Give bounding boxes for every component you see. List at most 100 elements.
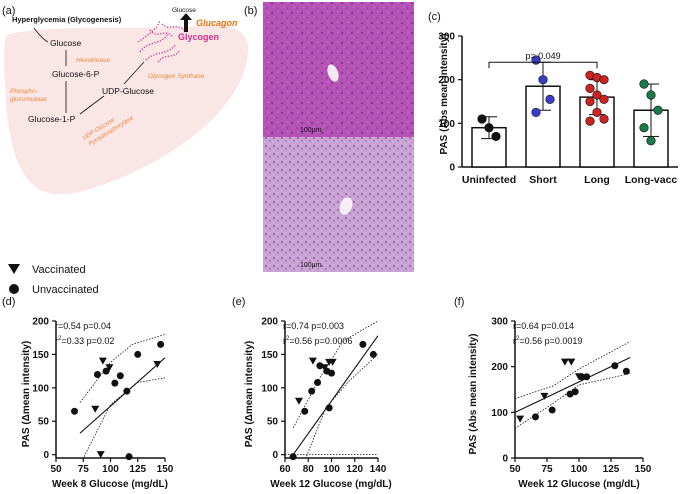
glucagon-label: Glucagon <box>196 18 238 28</box>
chart-f-point-vaccinated <box>540 392 549 400</box>
legend-unvaccinated: Unvaccinated <box>32 284 99 296</box>
enzyme-pgm-1: Phospho- <box>10 88 39 95</box>
legend: Vaccinated Unvaccinated <box>8 264 99 296</box>
chart-d-point-unvaccinated <box>111 379 119 387</box>
chart-e-ytick-label: 200 <box>261 317 278 328</box>
panel-d-label: (d) <box>2 296 15 308</box>
chart-d-xtick-label: 100 <box>102 464 119 475</box>
chart-e-ytick-label: 50 <box>267 417 279 428</box>
chart-d-point-unvaccinated <box>102 367 110 375</box>
chart-c-category-label: Long-vacc <box>625 174 678 186</box>
chart-d-point-unvaccinated <box>71 407 79 415</box>
chart-e-xtick-label: 80 <box>303 464 315 475</box>
chart-f-xtick-label: 50 <box>509 464 521 475</box>
chart-d-fit-line <box>79 357 165 434</box>
chart-e-point-unvaccinated <box>314 378 322 386</box>
chart-f-point-vaccinated <box>560 358 569 366</box>
chart-e-xtick-label: 60 <box>279 464 291 475</box>
enzyme-hexokinase: Hexokinase <box>76 57 110 64</box>
chart-d-point-unvaccinated <box>123 387 131 395</box>
chart-e-point-unvaccinated <box>325 404 333 412</box>
g6p-node: Glucose-6-P <box>52 69 100 79</box>
panel-b: (b) 100µm 100µm <box>244 2 414 272</box>
chart-c-ytick-label: 300 <box>438 32 455 43</box>
vessel-bottom <box>339 197 353 215</box>
chart-d-xtick-label: 50 <box>50 464 62 475</box>
panel-c: (c) PAS (Abs mean intensity) 0 100 200 300 U… <box>428 11 678 186</box>
chart-c-point <box>592 90 602 100</box>
chart-c-point <box>653 105 663 115</box>
chart-d-point-vaccinated <box>105 364 114 372</box>
chart-c-point <box>599 94 609 104</box>
chart-e-stats-2: r2=0.56 p=0.0006 <box>283 336 352 346</box>
chart-d-point-unvaccinated <box>157 340 165 348</box>
arrow-3 <box>79 95 105 115</box>
chart-e-xtick-label: 140 <box>370 464 387 475</box>
chart-d-point-vaccinated <box>153 360 162 368</box>
chart-e-ci-lower <box>305 354 378 458</box>
udpg-node: UDP-Glucose <box>102 86 154 96</box>
scale-top: 100µm <box>300 127 322 134</box>
chart-c-point <box>538 75 548 85</box>
chart-f-point-unvaccinated <box>531 413 539 421</box>
chart-e-point-vaccinated <box>308 357 317 365</box>
chart-c-category-label: Uninfected <box>462 174 516 186</box>
chart-c-ytick-label: 100 <box>438 119 455 130</box>
chart-f-point-vaccinated <box>516 415 525 423</box>
chart-c-point <box>646 136 656 146</box>
chart-c-sig-bracket <box>488 61 598 69</box>
liver-shape <box>4 25 249 195</box>
chart-d-point-unvaccinated <box>116 372 124 380</box>
panel-b-label: (b) <box>244 5 257 17</box>
arrow-4 <box>123 61 145 85</box>
chart-c-point <box>491 131 501 142</box>
chart-e-ytick-label: 0 <box>272 450 278 461</box>
chart-d-stats-1: r=0.54 p=0.04 <box>55 321 111 331</box>
enzyme-glycogen-synthase: Glycogen Synthase <box>148 73 205 80</box>
chart-f-xtick-label: 75 <box>541 464 553 475</box>
chart-c-ytick-label: 0 <box>449 163 455 174</box>
chart-c-point <box>545 94 555 104</box>
chart-d-xtick-label: 150 <box>157 464 174 475</box>
panel-d: (d) PAS (Δmean intensity) Week 8 Glucose… <box>2 296 174 490</box>
chart-e-point-unvaccinated <box>369 350 377 358</box>
chart-f-fit-line <box>515 357 631 413</box>
panel-f: (f) PAS (Abs mean intensity) Week 12 Glu… <box>454 296 652 490</box>
chart-e-ylabel: PAS (Δmean intensity) <box>244 341 255 447</box>
chart-f-ytick-label: 100 <box>491 408 508 419</box>
chart-c-point <box>599 114 609 124</box>
chart-f-point-unvaccinated <box>571 388 579 396</box>
chart-d-ylabel: PAS (Δmean intensity) <box>21 341 32 447</box>
chart-f-xtick-label: 100 <box>571 464 588 475</box>
pathway-title: Hyperglycemia (Glycogenesis) <box>12 15 122 24</box>
chart-e-point-vaccinated <box>328 358 337 366</box>
chart-f-point-vaccinated <box>567 358 576 366</box>
vessel-top <box>327 64 339 82</box>
panel-a-label: (a) <box>2 5 15 17</box>
chart-f-ytick-label: 200 <box>491 362 508 373</box>
chart-f-stats-2: r2=0.56 p=0.0019 <box>513 336 582 346</box>
chart-f-ci-upper <box>515 341 631 400</box>
chart-e-point-unvaccinated <box>359 340 367 348</box>
chart-f-point-unvaccinated <box>611 362 619 370</box>
g1p-node: Glucose-1-P <box>28 114 76 124</box>
chart-f-xtick-label: 150 <box>635 464 652 475</box>
histology-bottom-image <box>263 137 414 272</box>
glucose-out-label: Glucose <box>172 7 196 14</box>
chart-d-ytick-label: 100 <box>32 383 49 394</box>
glucose-node: Glucose <box>50 38 81 48</box>
chart-d-ytick-label: 50 <box>38 417 50 428</box>
chart-e-ytick-label: 100 <box>261 383 278 394</box>
chart-c-category-label: Long <box>584 174 610 186</box>
glycogen-cluster-icon <box>137 19 185 63</box>
chart-d-ytick-label: 150 <box>32 350 49 361</box>
chart-c-point <box>531 107 541 118</box>
chart-f-stats-1: r=0.64 p=0.014 <box>513 321 574 331</box>
chart-c-point <box>484 123 494 133</box>
chart-e-xtick-label: 100 <box>323 464 340 475</box>
up-arrow-icon <box>180 13 192 32</box>
chart-c-ylabel: PAS (Abs mean intensity) <box>439 34 450 155</box>
chart-c-point <box>585 83 595 93</box>
glycogen-label: Glycogen <box>178 32 219 42</box>
